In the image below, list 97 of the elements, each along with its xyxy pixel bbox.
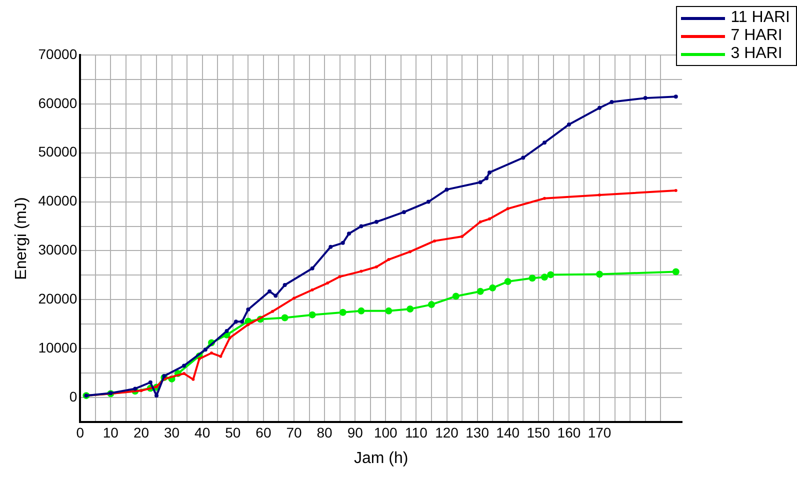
y-tick-label: 30000 <box>38 242 78 258</box>
point <box>385 307 392 314</box>
x-tick-label: 70 <box>286 424 302 440</box>
x-tick-label: 90 <box>347 424 364 440</box>
x-tick-label: 30 <box>164 424 180 440</box>
point <box>402 210 406 214</box>
point <box>674 94 678 99</box>
x-tick-label: 120 <box>435 424 459 440</box>
x-tick-label: 100 <box>374 424 398 440</box>
point <box>408 250 412 254</box>
point <box>484 176 488 180</box>
point <box>643 96 648 100</box>
point <box>133 386 138 391</box>
point <box>521 156 526 160</box>
point <box>338 275 342 278</box>
y-axis-title: Energi (mJ) <box>13 197 30 280</box>
point <box>672 268 680 276</box>
legend-label: 3 HARI <box>730 45 782 63</box>
point <box>154 394 159 398</box>
y-tick-label: 10000 <box>38 339 78 356</box>
point <box>444 188 449 192</box>
legend-label: 11 HARI <box>730 9 790 27</box>
point <box>478 220 482 224</box>
y-tick-label: 0 <box>69 388 78 404</box>
point <box>328 244 333 249</box>
x-tick-label: 40 <box>194 424 210 440</box>
point <box>228 336 232 340</box>
point <box>674 189 678 192</box>
point <box>292 296 296 300</box>
point <box>310 288 314 292</box>
point <box>246 307 250 312</box>
point <box>426 200 430 204</box>
x-tick-label: 130 <box>466 424 490 440</box>
point <box>219 354 222 358</box>
point <box>308 311 316 318</box>
point <box>240 320 244 324</box>
point <box>281 314 288 322</box>
point <box>148 380 152 384</box>
legend-label: 7 HARI <box>730 27 782 45</box>
point <box>478 180 482 184</box>
point <box>268 289 272 294</box>
point <box>476 288 484 295</box>
point <box>428 301 435 308</box>
point <box>359 224 364 228</box>
point <box>140 389 143 392</box>
point <box>528 274 536 282</box>
point <box>452 292 460 300</box>
point <box>326 282 330 285</box>
point <box>547 271 554 278</box>
point <box>598 106 602 110</box>
point <box>182 364 186 368</box>
point <box>387 258 390 262</box>
point <box>542 140 547 145</box>
x-tick-label: 50 <box>225 424 241 440</box>
point <box>246 323 250 326</box>
x-tick-label: 160 <box>557 424 581 440</box>
point <box>224 328 229 333</box>
point <box>406 305 414 312</box>
y-tick-label: 70000 <box>38 46 78 62</box>
point <box>541 274 548 281</box>
point <box>488 170 492 174</box>
point <box>506 207 510 210</box>
point <box>610 100 614 104</box>
point <box>374 265 378 268</box>
point <box>489 284 496 292</box>
point <box>358 307 365 314</box>
y-tick-label: 50000 <box>38 144 78 160</box>
point <box>504 278 512 286</box>
point <box>271 310 274 313</box>
point <box>203 348 208 352</box>
point <box>488 217 492 220</box>
x-tick-label: 80 <box>316 424 333 440</box>
x-tick-label: 20 <box>133 424 150 440</box>
y-tick-label: 40000 <box>38 192 78 209</box>
x-tick-label: 60 <box>256 424 272 440</box>
point <box>198 357 201 360</box>
point <box>340 240 345 245</box>
x-tick-label: 110 <box>405 424 428 440</box>
point <box>374 220 378 224</box>
point <box>339 308 346 316</box>
point <box>596 270 604 278</box>
point <box>310 266 314 270</box>
x-tick-label: 170 <box>588 424 612 440</box>
point <box>282 282 287 287</box>
x-axis-title: Jam (h) <box>354 450 408 467</box>
y-tick-label: 60000 <box>38 94 78 111</box>
y-tick-label: 20000 <box>38 290 78 307</box>
x-tick-label: 140 <box>496 424 520 440</box>
point <box>162 374 166 378</box>
point <box>234 320 238 324</box>
point <box>360 270 363 273</box>
x-tick-label: 10 <box>102 424 119 440</box>
point <box>346 232 351 236</box>
point <box>566 122 571 126</box>
x-tick-label: 150 <box>526 424 550 440</box>
point <box>543 196 546 200</box>
point <box>274 294 278 298</box>
